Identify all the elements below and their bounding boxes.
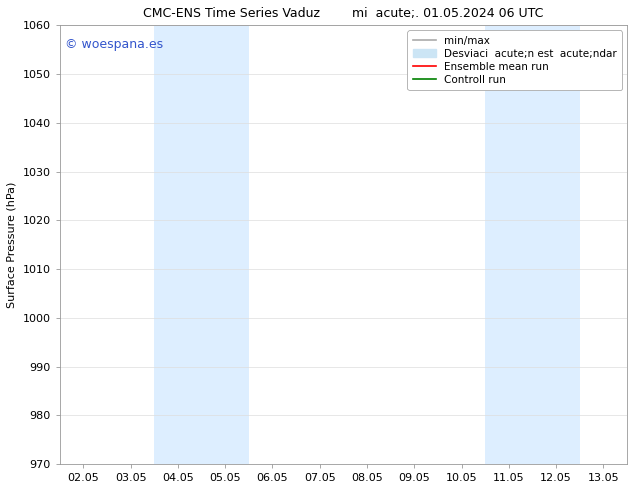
Y-axis label: Surface Pressure (hPa): Surface Pressure (hPa) [7,181,17,308]
Title: CMC-ENS Time Series Vaduz        mi  acute;. 01.05.2024 06 UTC: CMC-ENS Time Series Vaduz mi acute;. 01.… [143,7,543,20]
Legend: min/max, Desviaci  acute;n est  acute;ndar, Ensemble mean run, Controll run: min/max, Desviaci acute;n est acute;ndar… [408,30,622,90]
Bar [485,25,579,464]
Bar [154,25,249,464]
Text: © woespana.es: © woespana.es [65,38,164,51]
